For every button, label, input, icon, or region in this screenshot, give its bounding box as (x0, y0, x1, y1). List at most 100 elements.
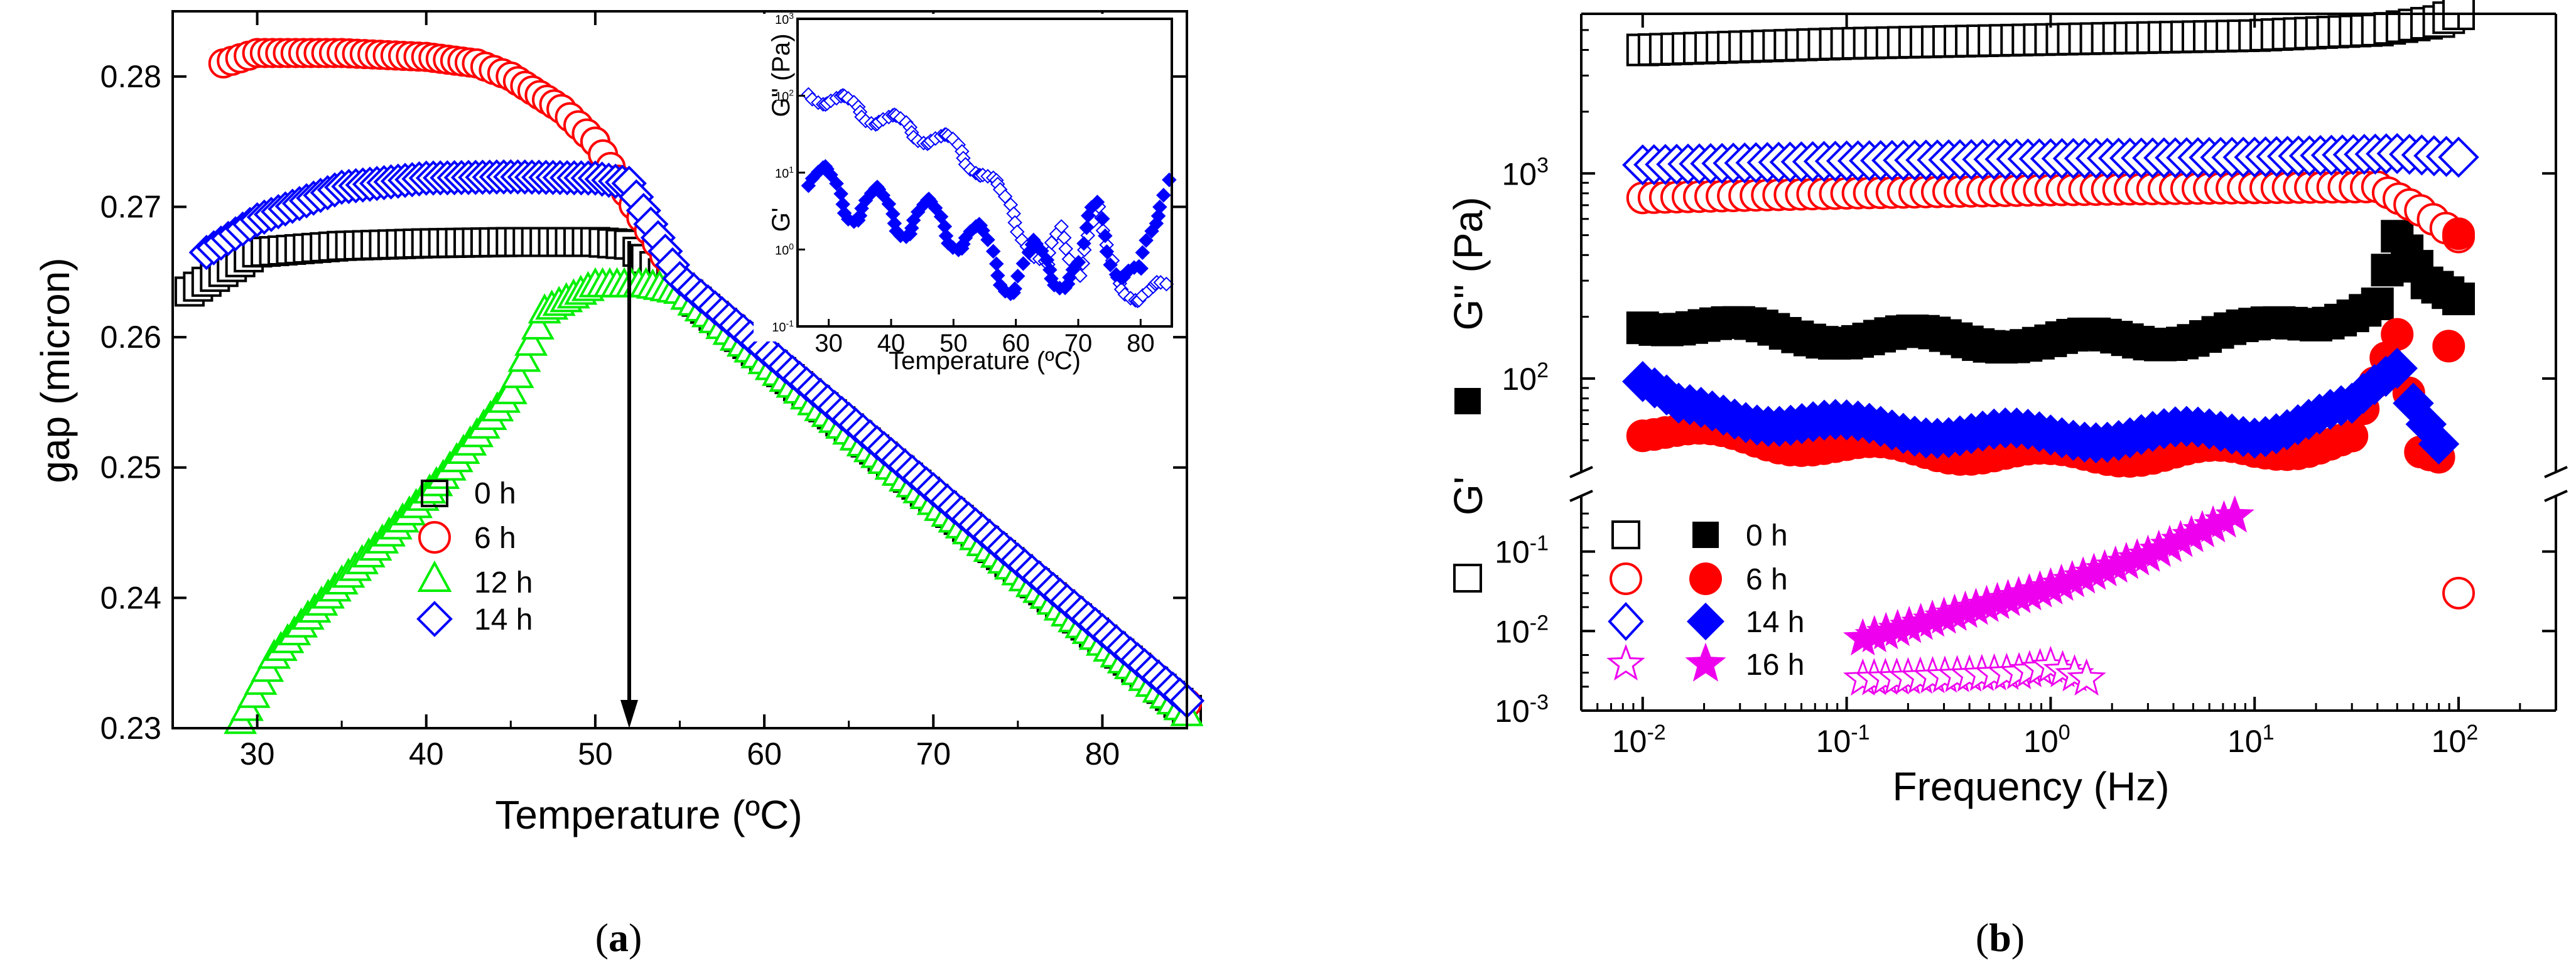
legend-label-0h: 0 h (474, 477, 516, 510)
series-0-h-g- (1626, 0, 2476, 67)
y-tick-label: 10-1 (1495, 532, 1549, 570)
inset-data-point (881, 196, 897, 212)
x-tick-label: 40 (409, 736, 444, 771)
data-point (507, 341, 541, 372)
legend-marker-14h-open (1608, 602, 1644, 641)
series-16-h-g- (1843, 645, 2106, 696)
data-point (2442, 217, 2476, 250)
panel-b-caption: (b) (1976, 915, 2025, 960)
panel-b-legend: 0 h 6 h 14 h 16 h (1606, 519, 1804, 682)
inset-data-point (1007, 281, 1022, 296)
series-14-h-g- (1622, 347, 2460, 465)
legend-label-16h: 16 h (1746, 648, 1804, 682)
data-point (521, 309, 555, 340)
legend-label-14h: 14 h (474, 603, 533, 637)
legend-marker-16h-open (1606, 643, 1645, 681)
legend-label-6h: 6 h (474, 522, 516, 555)
y-tick-label: 10-2 (1495, 611, 1549, 649)
legend-marker-6h-open (1610, 562, 1642, 595)
legend-marker-16h-filled (1685, 642, 1726, 682)
data-point (2067, 658, 2106, 696)
inset-data-point (1134, 261, 1149, 276)
inset-data-point (1139, 233, 1154, 248)
legend-label-12h: 12 h (474, 566, 533, 599)
inset-data-point (1152, 199, 1167, 215)
inset-data-point (904, 220, 919, 236)
inset-x-tick-label: 80 (1127, 330, 1155, 357)
legend-marker-0h-filled (1692, 522, 1719, 548)
x-tick-label: 60 (747, 736, 782, 771)
legend-label-14h: 14 h (1746, 606, 1804, 639)
data-point (2442, 576, 2476, 610)
data-point (2376, 347, 2418, 389)
inset-data-point (1150, 208, 1166, 223)
inset-data-point (875, 188, 891, 203)
panel-b-y-axis-label-gp: G' (1446, 476, 1491, 515)
inset-data-point (1103, 257, 1118, 272)
inset-data-point (985, 244, 1001, 259)
panel-a-y-axis-label: gap (micron) (33, 257, 78, 483)
y-tick-label: 102 (1502, 358, 1549, 397)
panel-b-y-axis-label-gpp: G'' (Pa) (1446, 197, 1491, 331)
data-point (501, 358, 534, 389)
x-tick-label: 30 (240, 736, 275, 771)
inset-data-point (1090, 195, 1105, 210)
y-tick-label: 0.23 (100, 711, 161, 746)
inset-data-point (1076, 236, 1091, 251)
x-tick-label: 80 (1085, 736, 1120, 771)
panel-a-x-axis-label: Temperature (ºC) (495, 792, 802, 837)
inset-data-point (1054, 219, 1069, 234)
panel-b-filled-square-key (1454, 388, 1481, 414)
inset-x-tick-label: 40 (877, 330, 906, 357)
y-tick-label: 10-3 (1495, 691, 1549, 729)
legend-marker-12h (417, 560, 452, 592)
y-tick-label: 0.24 (100, 580, 161, 615)
legend-marker-14h-filled (1687, 603, 1724, 640)
y-tick-label: 103 (1502, 153, 1549, 191)
inset-x-tick-label: 60 (1002, 330, 1030, 357)
inset-x-tick-label: 70 (1064, 330, 1093, 357)
legend-marker-0h (421, 480, 448, 507)
data-point (2442, 282, 2476, 316)
y-tick-label: 0.27 (100, 189, 161, 224)
legend-marker-0h-open (1611, 520, 1640, 549)
inset-data-point (1015, 256, 1031, 271)
inset-data-point (1099, 244, 1115, 259)
panel-a: 30 40 50 60 70 80 0.23 0.24 0.25 0.26 0.27 0.28 Tem… (33, 10, 1205, 960)
inset-x-tick-label: 50 (939, 330, 968, 357)
inset-y-axis-label-bottom: G' (767, 208, 795, 232)
x-tick-label: 101 (2227, 721, 2275, 759)
y-tick-label: 0.26 (100, 320, 161, 355)
series-14-h-g- (1622, 132, 2479, 186)
panel-a-ticks: 30 40 50 60 70 80 0.23 0.24 0.25 0.26 0.27 0.28 (100, 11, 1188, 771)
y-tick-label: 0.28 (100, 59, 161, 94)
series-14h (188, 159, 1205, 719)
inset-data-point (823, 167, 838, 183)
series-0-h-g- (1626, 220, 2476, 364)
inset-data-point (1135, 245, 1150, 261)
legend-marker-6h (418, 521, 451, 554)
inset-x-tick-label: 30 (814, 330, 843, 357)
x-tick-label: 50 (578, 736, 613, 771)
x-tick-label: 100 (2023, 721, 2070, 759)
data-point (2432, 330, 2465, 363)
inset-data-point (1010, 269, 1026, 284)
panel-b-data-marks (1622, 0, 2479, 696)
panel-b-x-axis-label: Frequency (Hz) (1893, 764, 2170, 809)
data-point (2215, 495, 2254, 533)
data-point (2418, 423, 2460, 465)
inset-data-point (1079, 220, 1095, 235)
panel-b: 10-2 10-1 100 101 102 102 103 10-3 10-2 10-1 Freq… (1446, 0, 2568, 960)
inset-data-point (1071, 255, 1086, 270)
panel-a-caption: (a) (595, 915, 642, 960)
panel-b-open-square-key (1453, 564, 1482, 593)
data-point (2381, 318, 2414, 351)
inset-data-point (1098, 228, 1113, 244)
inset-data-point (829, 176, 844, 191)
legend-label-6h: 6 h (1746, 563, 1788, 596)
panel-b-plot-frame (1580, 13, 2557, 712)
data-point (2361, 288, 2394, 321)
x-tick-label: 10-1 (1816, 721, 1870, 759)
